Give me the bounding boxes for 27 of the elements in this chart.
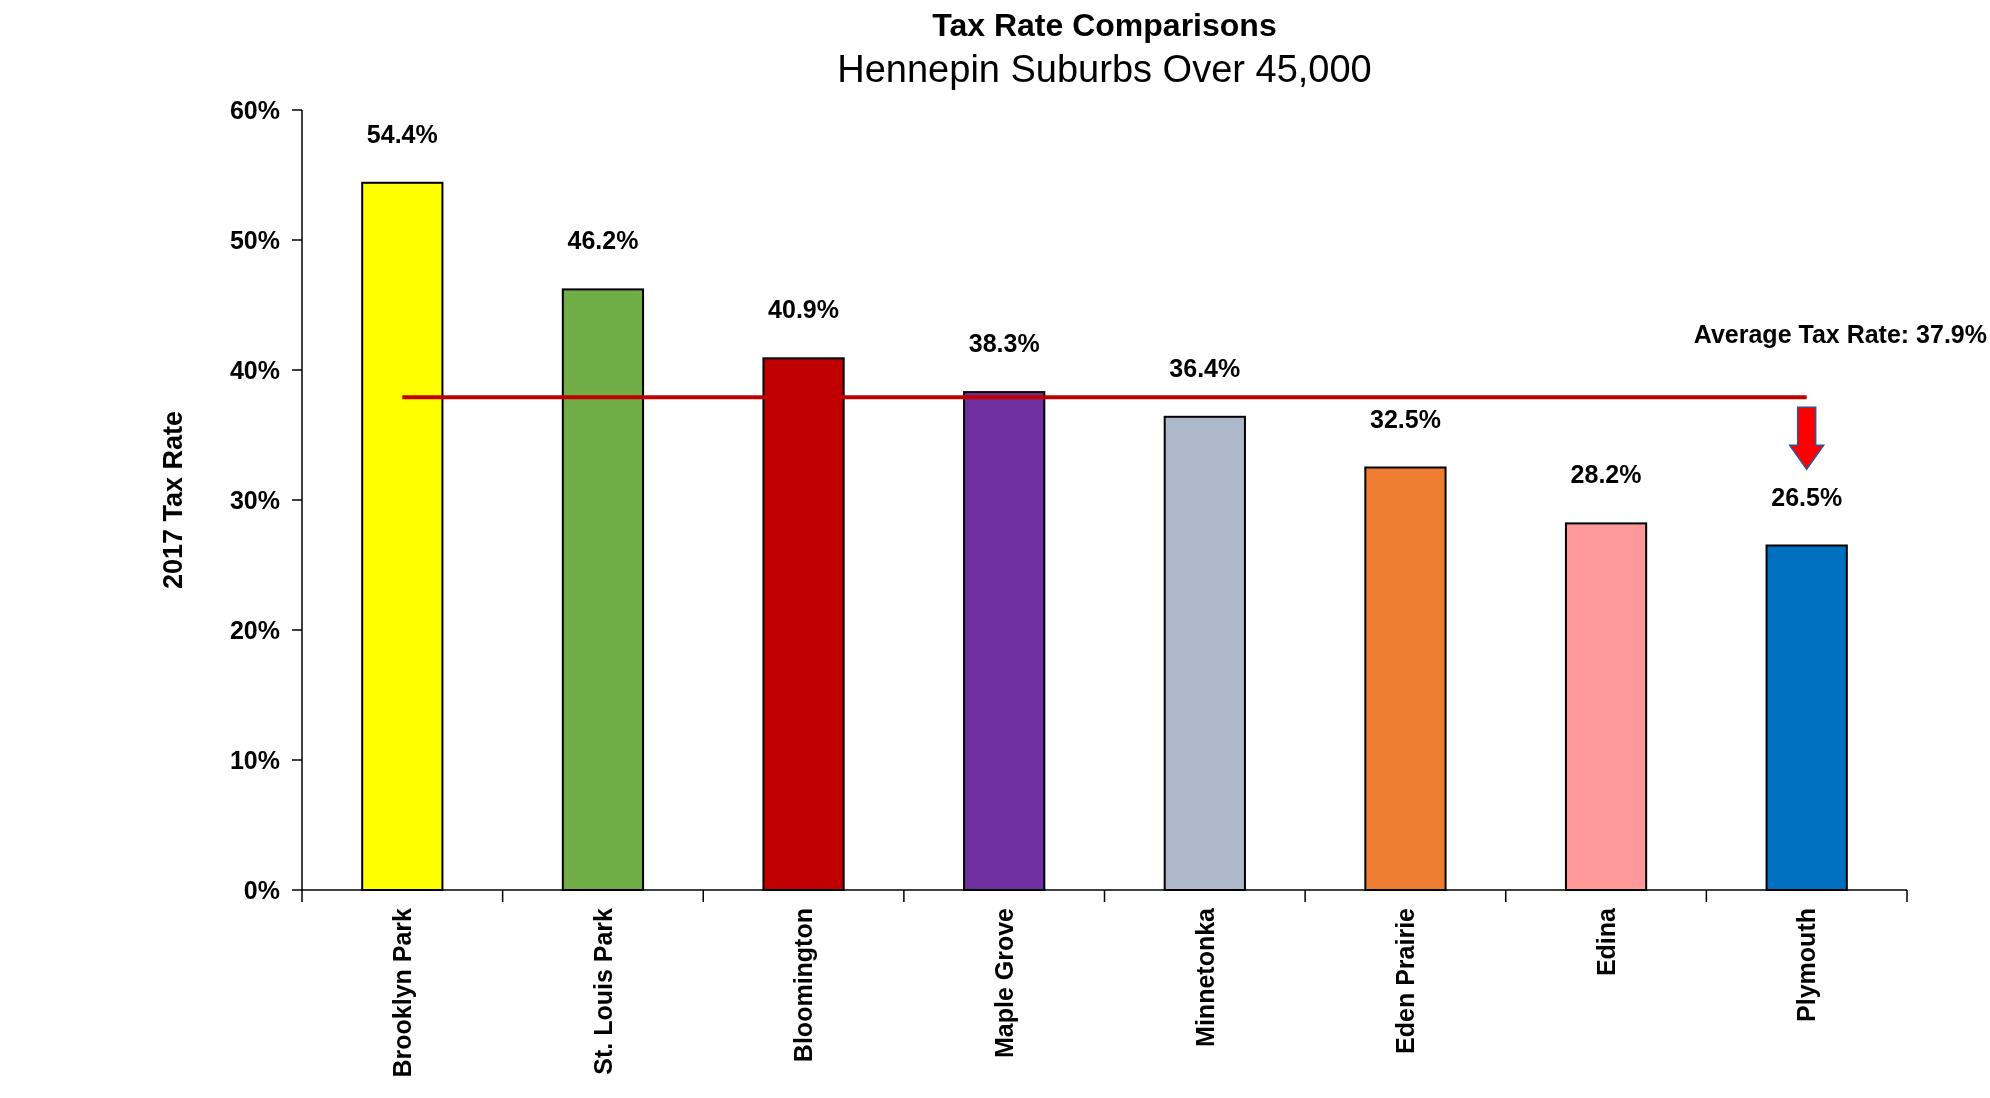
data-label: 46.2% bbox=[567, 226, 639, 255]
x-tick-label: Bloomington bbox=[789, 908, 818, 1063]
chart-subtitle: Hennepin Suburbs Over 45,000 bbox=[837, 48, 1372, 90]
y-tick-label: 60% bbox=[229, 95, 280, 124]
x-tick-label: Brooklyn Park bbox=[388, 907, 417, 1078]
y-tick-label: 20% bbox=[229, 615, 280, 644]
y-tick-label: 10% bbox=[229, 745, 280, 774]
data-label: 54.4% bbox=[366, 119, 438, 148]
y-tick-label: 50% bbox=[229, 225, 280, 254]
x-tick-label: St. Louis Park bbox=[588, 907, 617, 1075]
y-tick-label: 0% bbox=[243, 875, 280, 904]
y-tick-label: 30% bbox=[229, 485, 280, 514]
data-label: 38.3% bbox=[968, 329, 1040, 358]
ref-line-label: Average Tax Rate: 37.9% bbox=[1693, 320, 1987, 349]
x-tick-label: Eden Prairie bbox=[1391, 907, 1420, 1054]
x-tick-label: Edina bbox=[1591, 906, 1620, 977]
data-label: 36.4% bbox=[1169, 353, 1241, 382]
chart-title: Tax Rate Comparisons bbox=[932, 7, 1277, 43]
x-tick-label: Minnetonka bbox=[1190, 906, 1219, 1047]
data-label: 28.2% bbox=[1570, 460, 1642, 489]
data-label: 26.5% bbox=[1771, 482, 1843, 511]
data-label: 40.9% bbox=[768, 295, 840, 324]
x-tick-label: Plymouth bbox=[1792, 908, 1821, 1022]
x-tick-label: Maple Grove bbox=[989, 907, 1018, 1059]
data-label: 32.5% bbox=[1369, 404, 1441, 433]
y-tick-label: 40% bbox=[229, 355, 280, 384]
y-axis-title: 2017 Tax Rate bbox=[158, 410, 188, 590]
